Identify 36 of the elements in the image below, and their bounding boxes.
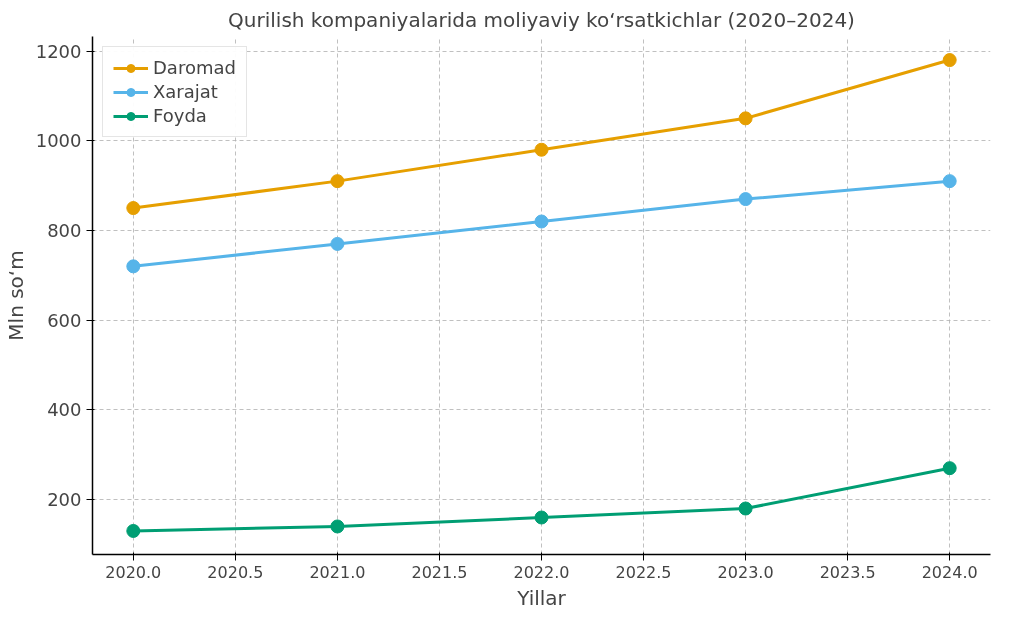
x-tick-label: 2022.5 xyxy=(615,562,672,582)
point xyxy=(942,53,957,68)
point xyxy=(534,142,549,157)
x-tick-label: 2022.0 xyxy=(513,562,570,582)
y-axis-title: Mln so‘m xyxy=(3,250,28,341)
x-tick-label: 2023.0 xyxy=(717,562,774,582)
point xyxy=(126,201,141,216)
x-tick-label: 2021.5 xyxy=(411,562,468,582)
legend-label: Xarajat xyxy=(153,81,218,102)
y-tick-label: 400 xyxy=(47,399,82,421)
x-tick-label: 2023.5 xyxy=(819,562,876,582)
point xyxy=(942,174,957,189)
point xyxy=(942,461,957,476)
y-tick-label: 1200 xyxy=(35,40,82,62)
legend-label: Foyda xyxy=(153,105,207,126)
point xyxy=(534,510,549,525)
x-axis-title: Yillar xyxy=(516,585,567,610)
legend-label: Daromad xyxy=(153,57,236,78)
chart-title: Qurilish kompaniyalarida moliyaviy ko‘rsatkichlar (2020–2024) xyxy=(228,7,855,32)
point xyxy=(738,111,753,126)
point xyxy=(534,214,549,229)
point xyxy=(330,519,345,534)
point xyxy=(738,192,753,207)
y-tick-label: 800 xyxy=(47,219,82,241)
x-tick-label: 2021.0 xyxy=(309,562,366,582)
point xyxy=(738,501,753,516)
point xyxy=(126,259,141,274)
point xyxy=(330,174,345,189)
x-tick-label: 2020.5 xyxy=(207,562,264,582)
y-tick-label: 1000 xyxy=(35,130,82,152)
point xyxy=(126,523,141,538)
y-tick-label: 200 xyxy=(47,489,82,511)
x-tick-label: 2020.0 xyxy=(105,562,162,582)
y-tick-label: 600 xyxy=(47,309,82,331)
point xyxy=(330,236,345,251)
x-tick-label: 2024.0 xyxy=(921,562,978,582)
